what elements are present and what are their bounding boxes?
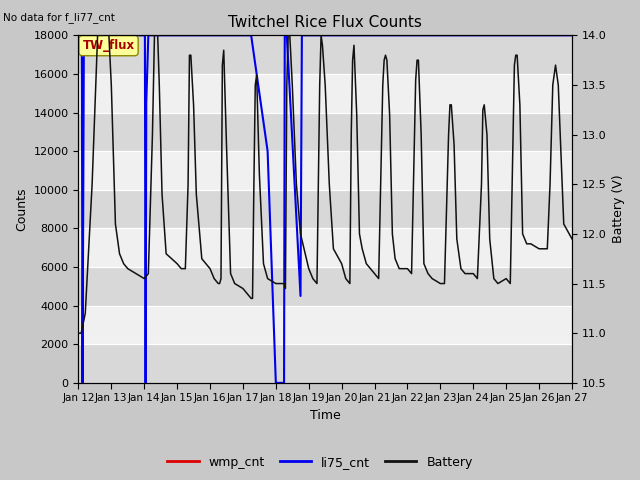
Legend: wmp_cnt, li75_cnt, Battery: wmp_cnt, li75_cnt, Battery bbox=[163, 451, 477, 474]
Bar bbox=[79, 112, 572, 151]
X-axis label: Time: Time bbox=[310, 409, 340, 422]
Bar bbox=[79, 228, 572, 267]
Text: TW_flux: TW_flux bbox=[83, 39, 134, 52]
Y-axis label: Battery (V): Battery (V) bbox=[612, 175, 625, 243]
Bar bbox=[79, 306, 572, 344]
Bar bbox=[79, 190, 572, 228]
Bar bbox=[79, 36, 572, 74]
Bar bbox=[79, 151, 572, 190]
Bar bbox=[79, 344, 572, 383]
Text: No data for f_li77_cnt: No data for f_li77_cnt bbox=[3, 12, 115, 23]
Bar bbox=[79, 74, 572, 112]
Title: Twitchel Rice Flux Counts: Twitchel Rice Flux Counts bbox=[228, 15, 422, 30]
Y-axis label: Counts: Counts bbox=[15, 187, 28, 231]
Bar bbox=[79, 267, 572, 306]
